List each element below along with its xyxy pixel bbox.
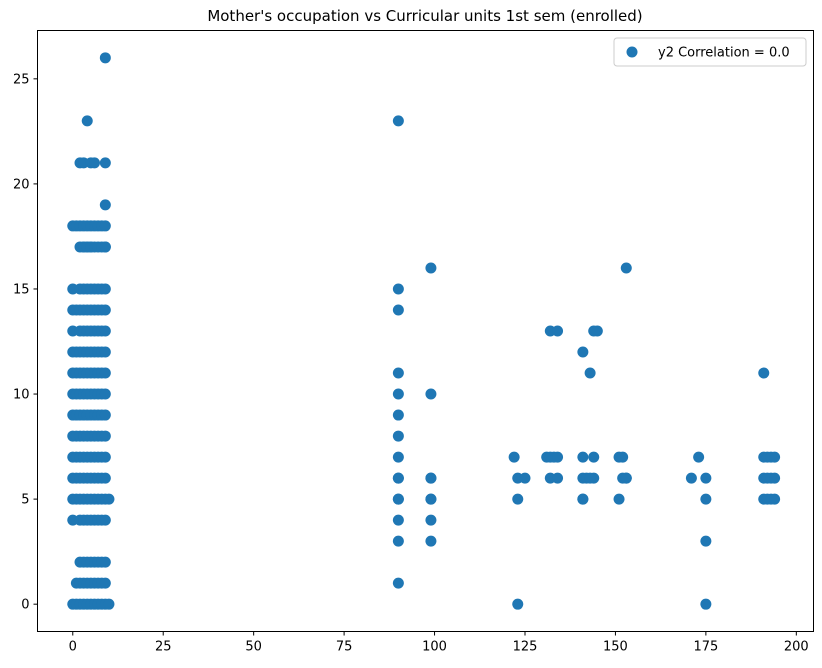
scatter-point	[99, 283, 111, 295]
legend: y2 Correlation = 0.0	[613, 37, 807, 67]
scatter-point	[99, 346, 111, 358]
legend-label: y2 Correlation = 0.0	[658, 46, 790, 61]
scatter-point	[99, 430, 111, 442]
y-tick-label: 20	[13, 177, 30, 192]
scatter-point	[392, 115, 404, 127]
scatter-point	[552, 472, 564, 484]
scatter-point	[99, 451, 111, 463]
scatter-point	[512, 493, 524, 505]
scatter-points	[67, 52, 781, 610]
scatter-point	[425, 493, 437, 505]
scatter-point	[99, 556, 111, 568]
scatter-point	[769, 493, 781, 505]
x-tick-label: 150	[603, 640, 628, 655]
scatter-point	[588, 325, 600, 337]
scatter-point	[392, 304, 404, 316]
legend-marker	[626, 46, 638, 58]
scatter-point	[99, 52, 111, 64]
scatter-point	[693, 451, 705, 463]
scatter-point	[425, 472, 437, 484]
scatter-point	[613, 493, 625, 505]
x-axis: 0 25 50 75 100 125 150 175 200	[69, 631, 809, 655]
scatter-point	[700, 472, 712, 484]
scatter-point	[99, 241, 111, 253]
scatter-point	[392, 577, 404, 589]
scatter-point	[99, 514, 111, 526]
scatter-point	[99, 304, 111, 316]
scatter-point	[392, 451, 404, 463]
scatter-point	[99, 409, 111, 421]
scatter-point	[99, 325, 111, 337]
scatter-point	[769, 451, 781, 463]
scatter-point	[392, 367, 404, 379]
x-tick-label: 50	[245, 640, 262, 655]
scatter-point	[392, 430, 404, 442]
scatter-point	[508, 451, 520, 463]
x-tick-label: 0	[69, 640, 77, 655]
scatter-point	[519, 472, 531, 484]
legend-box	[613, 37, 807, 67]
scatter-point	[99, 157, 111, 169]
scatter-point	[425, 535, 437, 547]
scatter-point	[577, 451, 589, 463]
scatter-point	[99, 388, 111, 400]
scatter-point	[88, 157, 100, 169]
y-tick-label: 10	[13, 388, 30, 403]
chart-title: Mother's occupation vs Curricular units …	[207, 7, 642, 25]
scatter-point	[700, 535, 712, 547]
scatter-point	[584, 472, 596, 484]
y-tick-label: 0	[21, 598, 29, 613]
scatter-point	[620, 472, 632, 484]
scatter-point	[99, 367, 111, 379]
scatter-point	[103, 493, 115, 505]
scatter-point	[769, 472, 781, 484]
scatter-point	[392, 493, 404, 505]
scatter-point	[392, 472, 404, 484]
scatter-point	[392, 283, 404, 295]
scatter-point	[99, 220, 111, 232]
y-tick-label: 5	[21, 493, 29, 508]
x-tick-label: 125	[513, 640, 538, 655]
scatter-point	[577, 346, 589, 358]
scatter-point	[99, 577, 111, 589]
x-tick-label: 25	[155, 640, 172, 655]
scatter-point	[425, 388, 437, 400]
scatter-point	[103, 598, 115, 610]
scatter-point	[588, 451, 600, 463]
scatter-point	[392, 535, 404, 547]
scatter-point	[392, 514, 404, 526]
scatter-point	[758, 367, 770, 379]
scatter-point	[512, 598, 524, 610]
scatter-point	[700, 493, 712, 505]
y-tick-label: 15	[13, 282, 30, 297]
scatter-point	[81, 115, 93, 127]
scatter-point	[99, 199, 111, 211]
scatter-point	[392, 388, 404, 400]
x-tick-label: 100	[422, 640, 447, 655]
plot-frame	[37, 30, 814, 632]
x-tick-label: 75	[336, 640, 353, 655]
scatter-point	[685, 472, 697, 484]
scatter-point	[577, 493, 589, 505]
scatter-point	[700, 598, 712, 610]
scatter-point	[392, 409, 404, 421]
scatter-point	[620, 262, 632, 274]
scatter-point	[552, 451, 564, 463]
x-tick-label: 175	[693, 640, 718, 655]
scatter-point	[425, 514, 437, 526]
scatter-point	[552, 325, 564, 337]
scatter-point	[99, 472, 111, 484]
scatter-point	[617, 451, 629, 463]
y-axis: 0 5 10 15 20 25	[13, 72, 38, 613]
scatter-point	[425, 262, 437, 274]
scatter-point	[584, 367, 596, 379]
y-tick-label: 25	[13, 72, 30, 87]
x-tick-label: 200	[784, 640, 809, 655]
